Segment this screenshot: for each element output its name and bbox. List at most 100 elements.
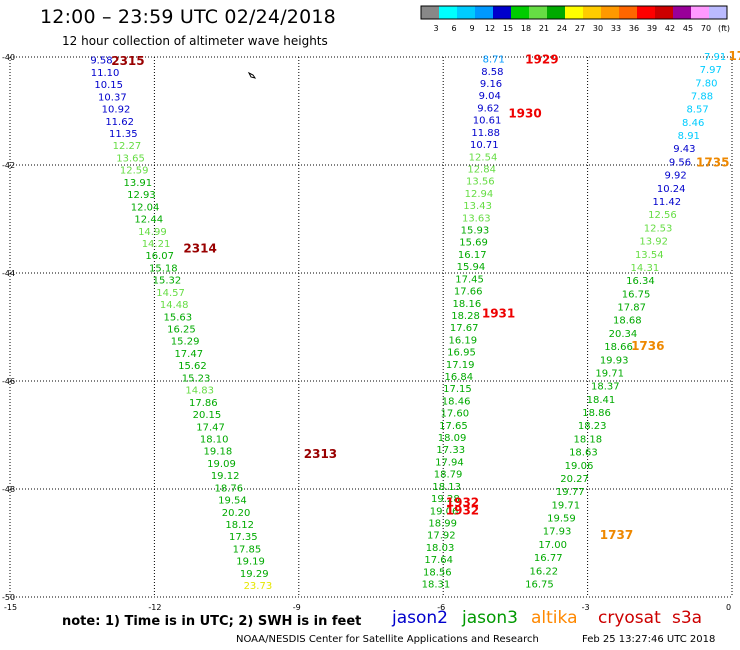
scale-tick-label: 42	[665, 24, 675, 33]
wave-height-value: 15.23	[182, 373, 211, 384]
wave-height-value: 18.66	[604, 342, 633, 353]
wave-height-value: 17.19	[446, 360, 475, 371]
wave-height-value: 9.56	[669, 157, 691, 168]
wave-height-value: 17.47	[196, 422, 225, 433]
scale-tick-label: 27	[575, 24, 585, 33]
wave-height-value: 20.20	[222, 508, 251, 519]
footer-credit: NOAA/NESDIS Center for Satellite Applica…	[236, 634, 539, 645]
wave-height-value: 23.73	[244, 581, 273, 592]
x-tick-label: -9	[293, 603, 301, 612]
wave-height-value: 16.22	[530, 566, 559, 577]
wave-height-value: 16.95	[447, 348, 476, 359]
scale-tick-label: 12	[485, 24, 495, 33]
scale-swatch	[439, 6, 457, 19]
wave-height-value: 18.31	[422, 580, 451, 591]
scale-tick-label: 9	[469, 24, 474, 33]
wave-height-value: 9.16	[480, 79, 502, 90]
track-time-label: 2314	[183, 242, 216, 256]
x-tick-label: -6	[437, 603, 445, 612]
wave-height-value: 18.99	[428, 518, 457, 529]
wave-height-value: 15.32	[153, 276, 182, 287]
wave-height-value: 19.28	[431, 494, 460, 505]
wave-height-value: 18.37	[591, 382, 620, 393]
scale-tick-label: 70	[701, 24, 711, 33]
wave-height-value: 18.12	[225, 520, 254, 531]
scale-swatch	[475, 6, 493, 19]
wave-height-value: 19.19	[236, 557, 265, 568]
y-tick-label: -40	[2, 53, 15, 62]
wave-height-value: 17.33	[436, 445, 465, 456]
wave-height-value: 7.97	[700, 65, 722, 76]
scale-tick-label: 30	[593, 24, 603, 33]
wave-height-value: 10.37	[98, 92, 127, 103]
wave-height-value: 8.71	[483, 55, 505, 66]
scale-tick-label: 21	[539, 24, 549, 33]
wave-height-value: 15.29	[171, 337, 200, 348]
wave-height-value: 16.77	[534, 553, 563, 564]
wave-height-value: 9.43	[673, 144, 695, 155]
scale-swatch	[619, 6, 637, 19]
scale-tick-label: 15	[503, 24, 513, 33]
wave-height-value: 19.54	[218, 496, 247, 507]
wave-height-value: 10.24	[657, 184, 686, 195]
track-time-label: 1736	[631, 339, 664, 353]
wave-height-value: 11.35	[109, 129, 138, 140]
wave-height-value: 17.15	[443, 384, 472, 395]
wave-height-value: 14.21	[142, 239, 171, 250]
wave-height-value: 12.04	[131, 202, 160, 213]
scale-swatch	[493, 6, 511, 19]
track-time-label: 2313	[304, 447, 337, 461]
wave-height-value: 17.87	[617, 303, 646, 314]
x-tick-label: -3	[582, 603, 590, 612]
wave-height-value: 12.44	[134, 215, 163, 226]
wave-height-value: 14.57	[156, 288, 185, 299]
wave-height-value: 15.63	[164, 312, 193, 323]
wave-height-value: 17.94	[435, 457, 464, 468]
wave-height-value: 18.76	[214, 483, 243, 494]
wave-height-value: 10.92	[102, 105, 131, 116]
wave-height-value: 7.80	[695, 78, 717, 89]
scale-tick-label: 3	[433, 24, 438, 33]
wave-height-value: 18.03	[426, 543, 455, 554]
wave-height-value: 12.84	[467, 164, 496, 175]
wave-height-value: 12.93	[127, 190, 156, 201]
wave-height-value: 16.07	[145, 251, 174, 262]
scale-swatch	[655, 6, 673, 19]
track-time-label: 1932	[446, 496, 479, 510]
track-time-label: 17	[728, 49, 740, 63]
wave-height-value: 13.91	[124, 178, 153, 189]
wave-height-value: 17.60	[440, 409, 469, 420]
legend-altika: altika	[531, 608, 578, 628]
scale-tick-label: 36	[629, 24, 639, 33]
wave-height-value: 7.88	[691, 91, 713, 102]
track-time-label: 1932	[446, 504, 479, 518]
wave-height-value: 18.86	[582, 408, 611, 419]
scale-swatch	[673, 6, 691, 19]
legend-cryosat: cryosat	[598, 608, 661, 628]
wave-height-value: 18.63	[569, 448, 598, 459]
wave-height-value: 9.58	[90, 56, 112, 67]
y-tick-label: -42	[2, 161, 15, 170]
wave-height-value: 19.06	[430, 506, 459, 517]
footer-note: note: 1) Time is in UTC; 2) SWH is in fe…	[62, 614, 362, 629]
track-time-label: 1737	[600, 528, 633, 542]
wave-height-value: 18.28	[451, 311, 480, 322]
wave-height-value: 20.27	[560, 474, 589, 485]
wave-height-value: 18.18	[573, 434, 602, 445]
wave-height-value: 12.94	[465, 189, 494, 200]
wave-height-value: 10.15	[94, 80, 123, 91]
wave-height-value: 16.75	[525, 580, 554, 591]
wave-height-value: 18.16	[453, 299, 482, 310]
wave-height-value: 15.93	[461, 226, 490, 237]
scale-tick-label: 6	[451, 24, 456, 33]
wave-height-value: 10.71	[470, 140, 499, 151]
wave-height-value: 16.19	[449, 335, 478, 346]
x-tick-label: 0	[726, 603, 731, 612]
wave-height-value: 19.29	[240, 569, 269, 580]
wave-height-value: 16.17	[458, 250, 487, 261]
wave-height-value: 19.71	[595, 368, 624, 379]
wave-height-value: 19.09	[207, 459, 236, 470]
legend-jason2: jason2	[392, 608, 448, 628]
wave-height-value: 16.34	[626, 276, 655, 287]
wave-height-value: 13.92	[639, 237, 668, 248]
